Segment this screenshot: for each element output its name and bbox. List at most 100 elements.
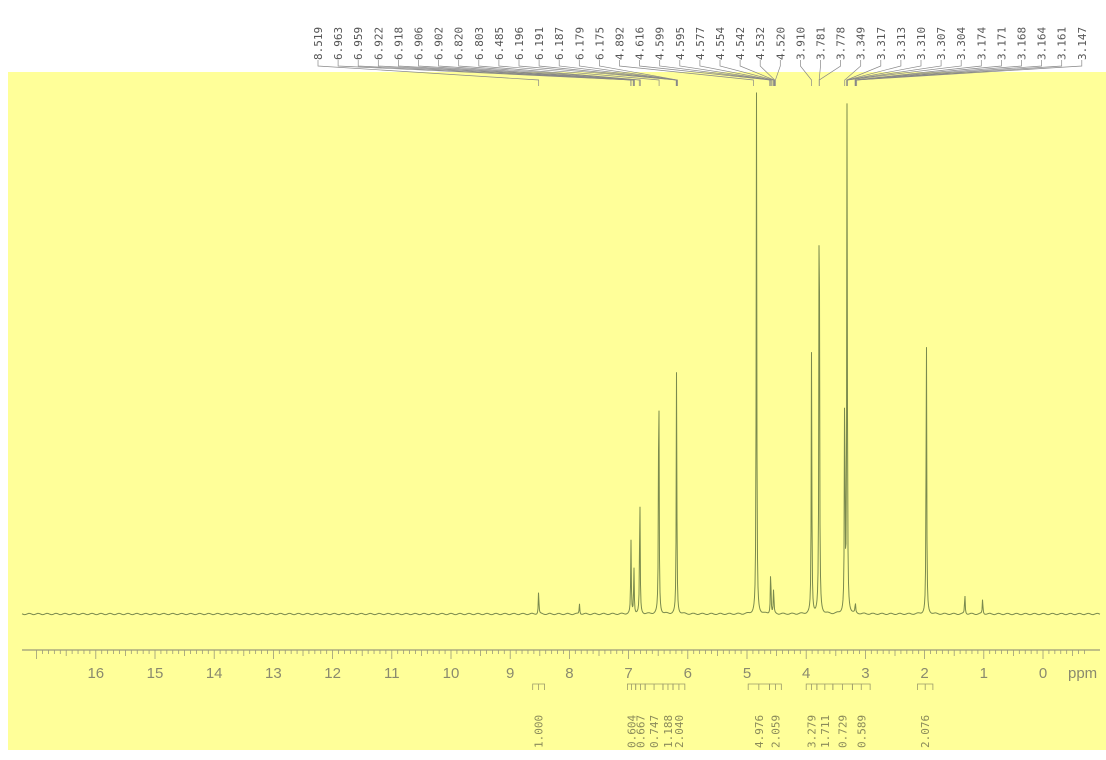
integral: 3.279 (806, 683, 819, 748)
x-tick-label: 11 (384, 665, 400, 682)
integral-value: 1.711 (819, 715, 832, 748)
integral-value: 2.059 (769, 715, 782, 748)
peak-label-leader (438, 60, 635, 86)
peak-label-text: 6.196 (513, 27, 526, 60)
peak-label-leader (478, 60, 641, 86)
peak-label-text: 3.164 (1036, 27, 1049, 60)
integral-value: 0.604 (626, 715, 639, 748)
peak-label-leader (357, 60, 632, 86)
peak-label-text: 6.191 (533, 27, 546, 60)
peak-label-text: 4.554 (714, 27, 727, 60)
x-tick-label: 12 (324, 665, 341, 682)
peak-label-text: 6.918 (392, 27, 405, 60)
peak-label-group: 8.519 6.963 6.959 6.922 6.918 6.906 6.902 6.820… (312, 27, 1089, 86)
peak-label: 4.542 (734, 27, 775, 86)
peak-label-leader (498, 60, 660, 86)
peak-label-text: 4.595 (674, 27, 687, 60)
peak-label-leader (844, 60, 862, 86)
peak-label-text: 4.599 (654, 27, 667, 60)
integral: 0.667 (634, 683, 647, 748)
integral-bracket (851, 683, 871, 690)
x-tick-label: 8 (565, 665, 573, 682)
peak-label-leader (856, 60, 1083, 86)
peak-label-leader (317, 60, 540, 86)
peak-label-text: 4.616 (634, 27, 647, 60)
peak-label: 4.520 (774, 27, 787, 86)
peak-label-text: 3.317 (875, 27, 888, 60)
peak-label-text: 4.532 (754, 27, 767, 60)
peak-label-leader (639, 60, 771, 86)
peak-label-text: 3.147 (1076, 27, 1089, 60)
peak-label-leader (458, 60, 640, 86)
integral-value: 3.279 (806, 715, 819, 748)
peak-label-text: 3.161 (1056, 27, 1069, 60)
integral-bracket (532, 683, 545, 690)
x-tick-label: 14 (206, 665, 223, 682)
peak-label-text: 6.922 (372, 27, 385, 60)
spectrum-group (21, 92, 1101, 616)
peak-label-text: 6.179 (573, 27, 586, 60)
integral: 1.000 (532, 683, 546, 748)
peak-label-text: 3.304 (955, 27, 968, 60)
spectrum-trace (21, 92, 1101, 616)
peak-label: 6.803 (473, 27, 641, 86)
peak-label-leader (619, 60, 754, 86)
integral: 0.604 (626, 683, 639, 748)
integral-bracket (769, 683, 782, 690)
x-tick-label: 9 (506, 665, 514, 682)
peak-label: 6.820 (453, 27, 640, 86)
peak-label-leader (855, 60, 1063, 86)
peak-label-leader (759, 60, 776, 86)
peak-label: 4.595 (674, 27, 772, 86)
peak-label: 4.892 (614, 27, 754, 86)
peak-label-leader (739, 60, 775, 86)
peak-label: 6.959 (352, 27, 632, 86)
peak-label-text: 6.906 (413, 27, 426, 60)
peak-label: 3.910 (794, 27, 812, 86)
peak-label: 3.304 (847, 27, 968, 86)
integral-value: 0.747 (648, 715, 661, 748)
peak-label-text: 3.313 (895, 27, 908, 60)
integral-bracket (672, 683, 686, 690)
x-tick-label: 3 (861, 665, 869, 682)
peak-label: 4.616 (634, 27, 771, 86)
peak-label: 3.778 (818, 27, 848, 86)
peak-label-text: 6.820 (453, 27, 466, 60)
peak-label-leader (699, 60, 773, 86)
peak-label-leader (775, 60, 781, 86)
integral: 2.040 (672, 683, 686, 748)
integral-value: 2.040 (673, 715, 686, 748)
integral-value: 0.667 (634, 715, 647, 748)
peak-label-text: 3.781 (815, 27, 828, 60)
integral: 1.188 (662, 683, 675, 748)
peak-label-text: 3.778 (835, 27, 848, 60)
peak-label-text: 4.542 (734, 27, 747, 60)
peak-label-text: 6.803 (473, 27, 486, 60)
x-tick-label: 0 (1039, 665, 1047, 682)
peak-label-text: 3.307 (935, 27, 948, 60)
peak-label-leader (599, 60, 678, 86)
integral-value: 1.000 (533, 715, 546, 748)
x-tick-label: 16 (87, 665, 104, 682)
peak-label-text: 3.310 (915, 27, 928, 60)
peak-label-text: 3.910 (794, 27, 807, 60)
peak-label-text: 6.959 (352, 27, 365, 60)
x-tick-label: 15 (147, 665, 164, 682)
peak-label-text: 3.349 (855, 27, 868, 60)
peak-label-text: 6.485 (493, 27, 506, 60)
peak-label-text: 4.892 (614, 27, 627, 60)
integral-value: 4.976 (753, 715, 766, 748)
integral: 0.589 (851, 683, 871, 748)
integral: 1.711 (816, 683, 834, 748)
peak-label-text: 4.520 (774, 27, 787, 60)
peak-label: 3.147 (856, 27, 1089, 86)
peak-label: 6.902 (433, 27, 635, 86)
peak-label-leader (679, 60, 772, 86)
peak-label: 4.532 (754, 27, 776, 86)
peak-label-leader (398, 60, 634, 86)
x-tick-label: 2 (920, 665, 928, 682)
peak-label: 6.918 (392, 27, 634, 86)
peak-label-leader (800, 60, 812, 86)
peak-label-text: 3.174 (975, 27, 988, 60)
